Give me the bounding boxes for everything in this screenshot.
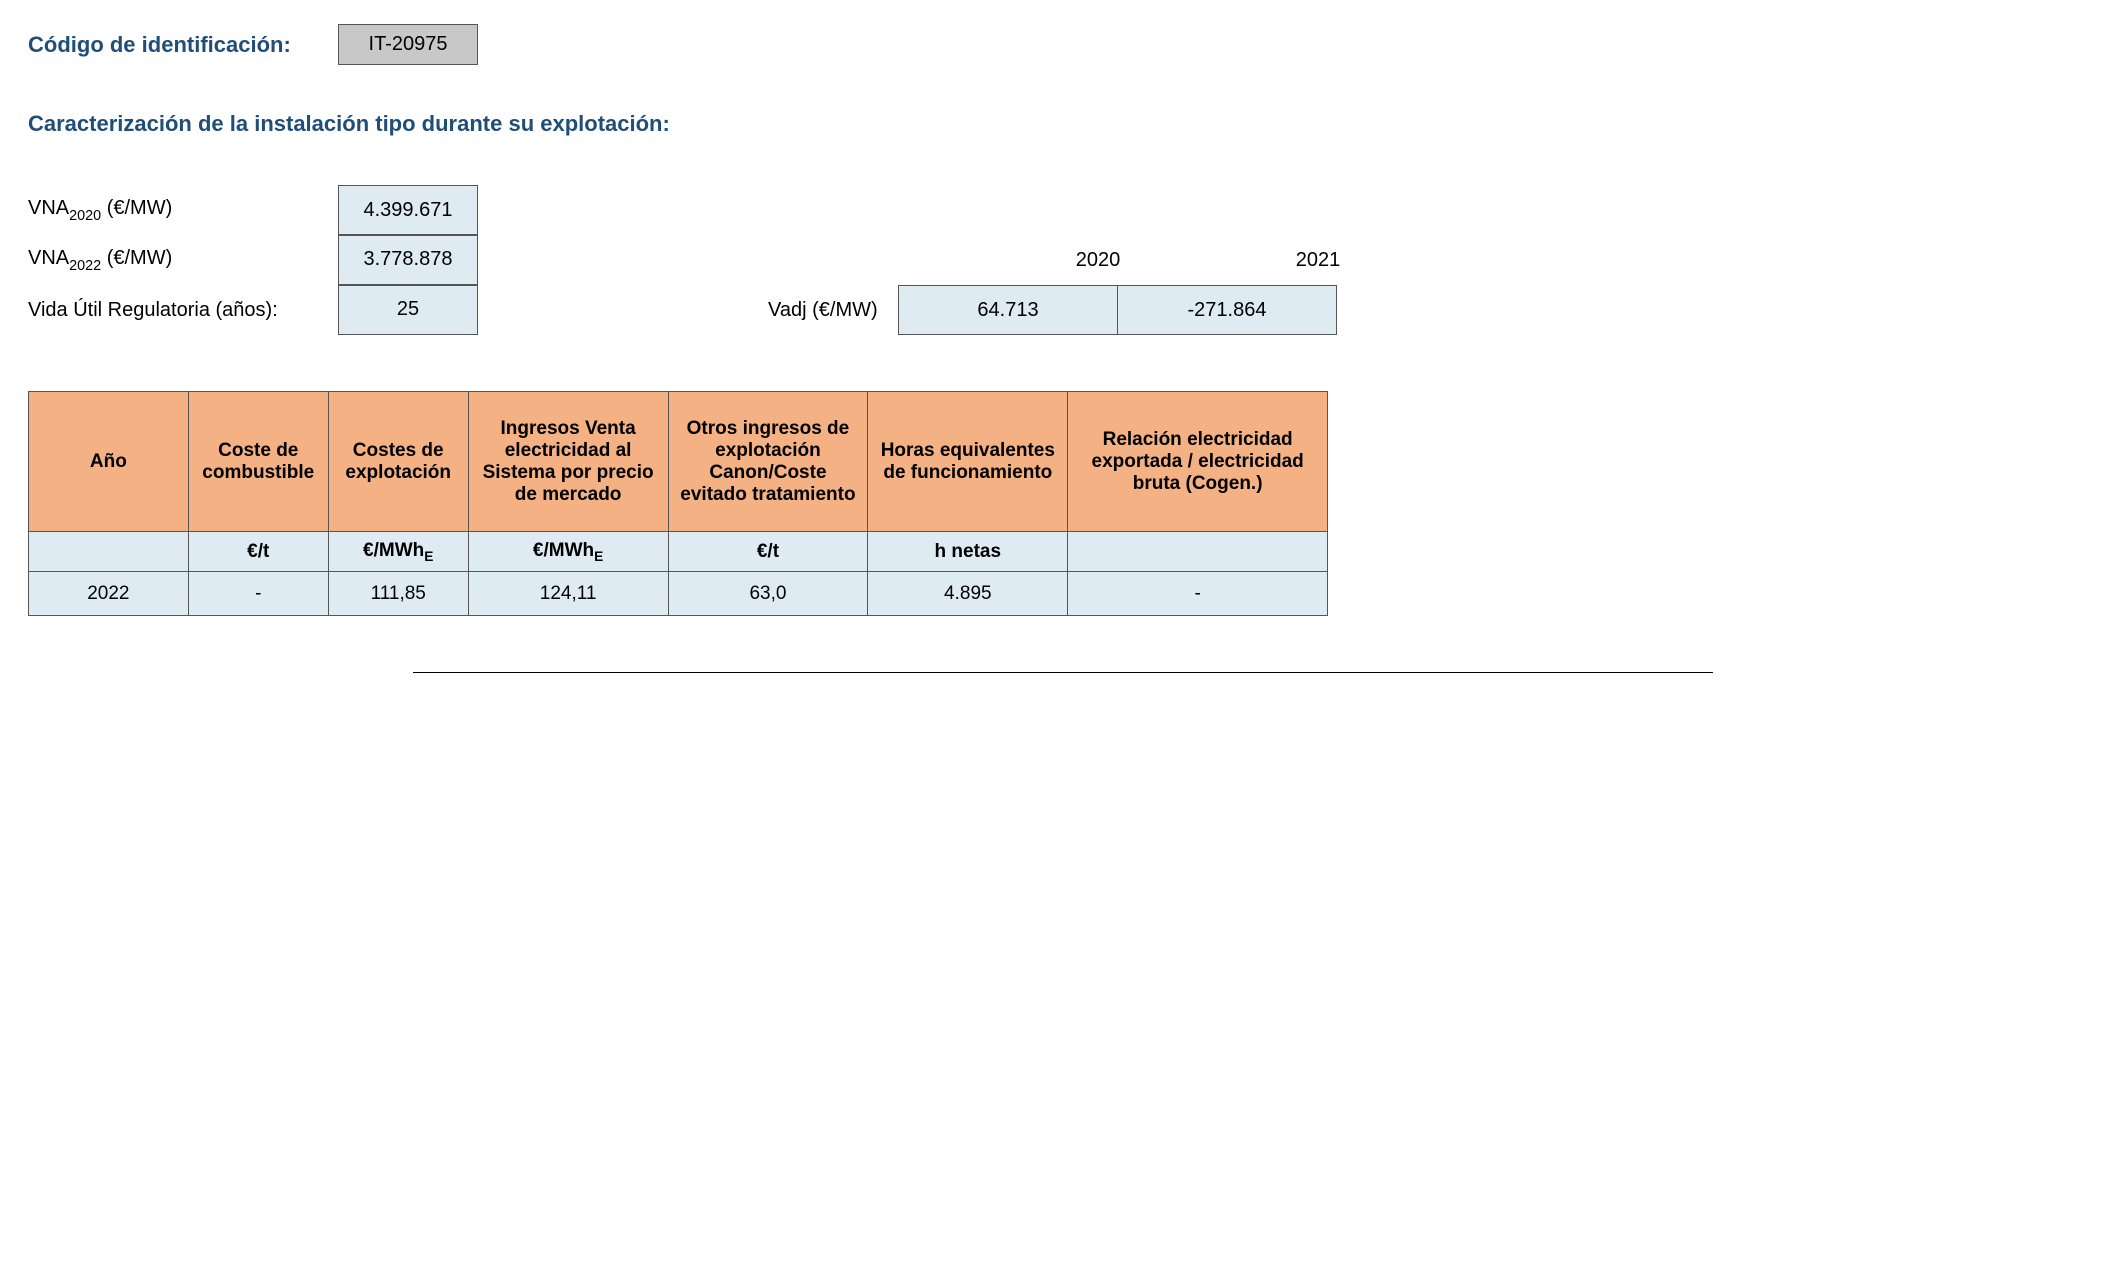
vna2020-row: VNA2020 (€/MW) 4.399.671 <box>28 185 478 235</box>
vna2020-label: VNA2020 (€/MW) <box>28 197 338 223</box>
u-explot-prefix: €/MWh <box>363 540 424 561</box>
d-ano: 2022 <box>29 572 189 616</box>
code-value: IT-20975 <box>338 24 478 65</box>
u-explot-sub: E <box>424 549 433 564</box>
u-explot: €/MWhE <box>328 532 468 572</box>
th-otros: Otros ingresos de explotación Canon/Cost… <box>668 392 868 532</box>
divider <box>413 672 1713 673</box>
vida-label: Vida Útil Regulatoria (años): <box>28 299 338 322</box>
table-units-row: €/t €/MWhE €/MWhE €/t h netas <box>29 532 1328 572</box>
vna2020-sub: 2020 <box>69 208 101 224</box>
u-ing-prefix: €/MWh <box>533 540 594 561</box>
th-explot: Costes de explotación <box>328 392 468 532</box>
u-otros: €/t <box>668 532 868 572</box>
th-comb: Coste de combustible <box>188 392 328 532</box>
vadj-val2: -271.864 <box>1117 285 1337 335</box>
vna2022-prefix: VNA <box>28 247 69 269</box>
th-ano: Año <box>29 392 189 532</box>
params-left: VNA2020 (€/MW) 4.399.671 VNA2022 (€/MW) … <box>28 185 478 335</box>
u-ano <box>29 532 189 572</box>
u-ing: €/MWhE <box>468 532 668 572</box>
th-ing: Ingresos Venta electricidad al Sistema p… <box>468 392 668 532</box>
vna2022-value: 3.778.878 <box>338 235 478 285</box>
table-header-row: Año Coste de combustible Costes de explo… <box>29 392 1328 532</box>
code-label: Código de identificación: <box>28 32 338 58</box>
vna2022-label: VNA2022 (€/MW) <box>28 247 338 273</box>
th-rel: Relación electricidad exportada / electr… <box>1068 392 1328 532</box>
d-rel: - <box>1068 572 1328 616</box>
params-block: VNA2020 (€/MW) 4.399.671 VNA2022 (€/MW) … <box>28 185 2098 335</box>
code-row: Código de identificación: IT-20975 <box>28 24 2098 65</box>
vadj-label: Vadj (€/MW) <box>768 285 898 335</box>
vadj-years: 2020 2021 <box>768 235 1428 285</box>
vida-row: Vida Útil Regulatoria (años): 25 <box>28 285 478 335</box>
vna2022-suffix: (€/MW) <box>101 247 172 269</box>
vna2020-prefix: VNA <box>28 197 69 219</box>
d-ing: 124,11 <box>468 572 668 616</box>
d-horas: 4.895 <box>868 572 1068 616</box>
vna2020-value: 4.399.671 <box>338 185 478 235</box>
u-comb: €/t <box>188 532 328 572</box>
main-table: Año Coste de combustible Costes de explo… <box>28 391 1328 616</box>
d-comb: - <box>188 572 328 616</box>
vna2022-row: VNA2022 (€/MW) 3.778.878 <box>28 235 478 285</box>
vadj-data: Vadj (€/MW) 64.713 -271.864 <box>768 285 1428 335</box>
u-rel <box>1068 532 1328 572</box>
vadj-val1: 64.713 <box>898 285 1118 335</box>
vna2022-sub: 2022 <box>69 258 101 274</box>
u-ing-sub: E <box>594 549 603 564</box>
u-horas: h netas <box>868 532 1068 572</box>
vadj-block: 2020 2021 Vadj (€/MW) 64.713 -271.864 <box>768 235 1428 335</box>
vadj-year1: 2020 <box>988 249 1208 272</box>
th-horas: Horas equivalentes de funcionamiento <box>868 392 1068 532</box>
vida-value: 25 <box>338 285 478 335</box>
table-data-row: 2022 - 111,85 124,11 63,0 4.895 - <box>29 572 1328 616</box>
section-title: Caracterización de la instalación tipo d… <box>28 111 2098 137</box>
d-otros: 63,0 <box>668 572 868 616</box>
vna2020-suffix: (€/MW) <box>101 197 172 219</box>
vadj-year2: 2021 <box>1208 249 1428 272</box>
d-explot: 111,85 <box>328 572 468 616</box>
